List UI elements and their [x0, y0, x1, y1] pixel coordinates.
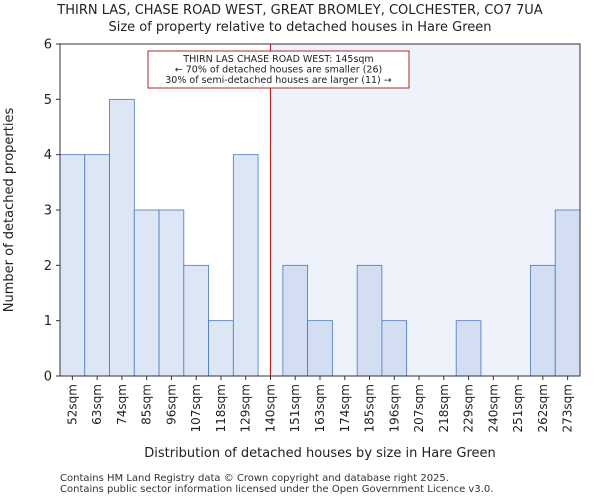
annotation-line-3: 30% of semi-detached houses are larger (… [165, 75, 392, 86]
x-tick-label: 174sqm [338, 384, 352, 432]
bar-129sqm [232, 154, 259, 377]
footer-copyright: Contains HM Land Registry data © Crown c… [60, 473, 449, 484]
y-axis-label: Number of detached properties [2, 108, 17, 313]
y-tick-label: 5 [44, 93, 52, 108]
x-tick-label: 85sqm [140, 384, 154, 425]
x-tick-label: 163sqm [313, 384, 327, 432]
bar-74sqm [109, 98, 135, 377]
x-tick-label: 262sqm [536, 384, 550, 432]
x-tick-label: 129sqm [239, 384, 253, 432]
bar-273sqm [554, 209, 581, 377]
bar-96sqm [158, 209, 185, 377]
bar-52sqm [59, 154, 86, 377]
y-tick-label: 1 [44, 314, 52, 329]
x-tick-label: 52sqm [65, 384, 79, 425]
x-tick-label: 140sqm [263, 384, 277, 432]
bar-151sqm [282, 264, 309, 377]
x-tick-label: 107sqm [189, 384, 203, 432]
y-tick-label: 4 [44, 148, 52, 163]
x-tick-label: 151sqm [288, 384, 302, 432]
y-tick-label: 6 [44, 38, 52, 53]
bar-185sqm [356, 264, 383, 377]
bar-229sqm [455, 320, 482, 377]
x-tick-label: 63sqm [90, 384, 104, 425]
chart-title: THIRN LAS, CHASE ROAD WEST, GREAT BROMLE… [57, 3, 543, 18]
y-tick-label: 2 [44, 259, 52, 274]
x-tick-label: 185sqm [363, 384, 377, 432]
x-tick-label: 229sqm [462, 384, 476, 432]
annotation-box [147, 50, 410, 89]
x-tick-label: 196sqm [387, 384, 401, 432]
y-tick-label: 3 [44, 204, 52, 219]
annotation-line-1: THIRN LAS CHASE ROAD WEST: 145sqm [182, 54, 373, 65]
chart-subtitle: Size of property relative to detached ho… [108, 20, 492, 35]
x-tick-label: 207sqm [412, 384, 426, 432]
bar-163sqm [307, 320, 333, 377]
x-tick-label: 118sqm [214, 384, 228, 432]
x-tick-label: 96sqm [164, 384, 178, 425]
x-tick-label: 240sqm [486, 384, 500, 432]
x-axis-label: Distribution of detached houses by size … [144, 446, 496, 461]
footer-licence: Contains public sector information licen… [60, 484, 494, 495]
x-tick-label: 251sqm [511, 384, 525, 432]
annotation-line-2: ← 70% of detached houses are smaller (26… [175, 65, 382, 76]
x-tick-label: 218sqm [437, 384, 451, 432]
bar-262sqm [530, 264, 556, 377]
x-tick-label: 74sqm [115, 384, 129, 425]
bar-196sqm [381, 320, 408, 377]
bar-107sqm [183, 264, 209, 377]
bar-85sqm [133, 209, 160, 377]
y-tick-label: 0 [44, 370, 52, 385]
x-tick-label: 273sqm [561, 384, 575, 432]
bar-63sqm [84, 154, 110, 377]
bar-118sqm [208, 320, 234, 377]
